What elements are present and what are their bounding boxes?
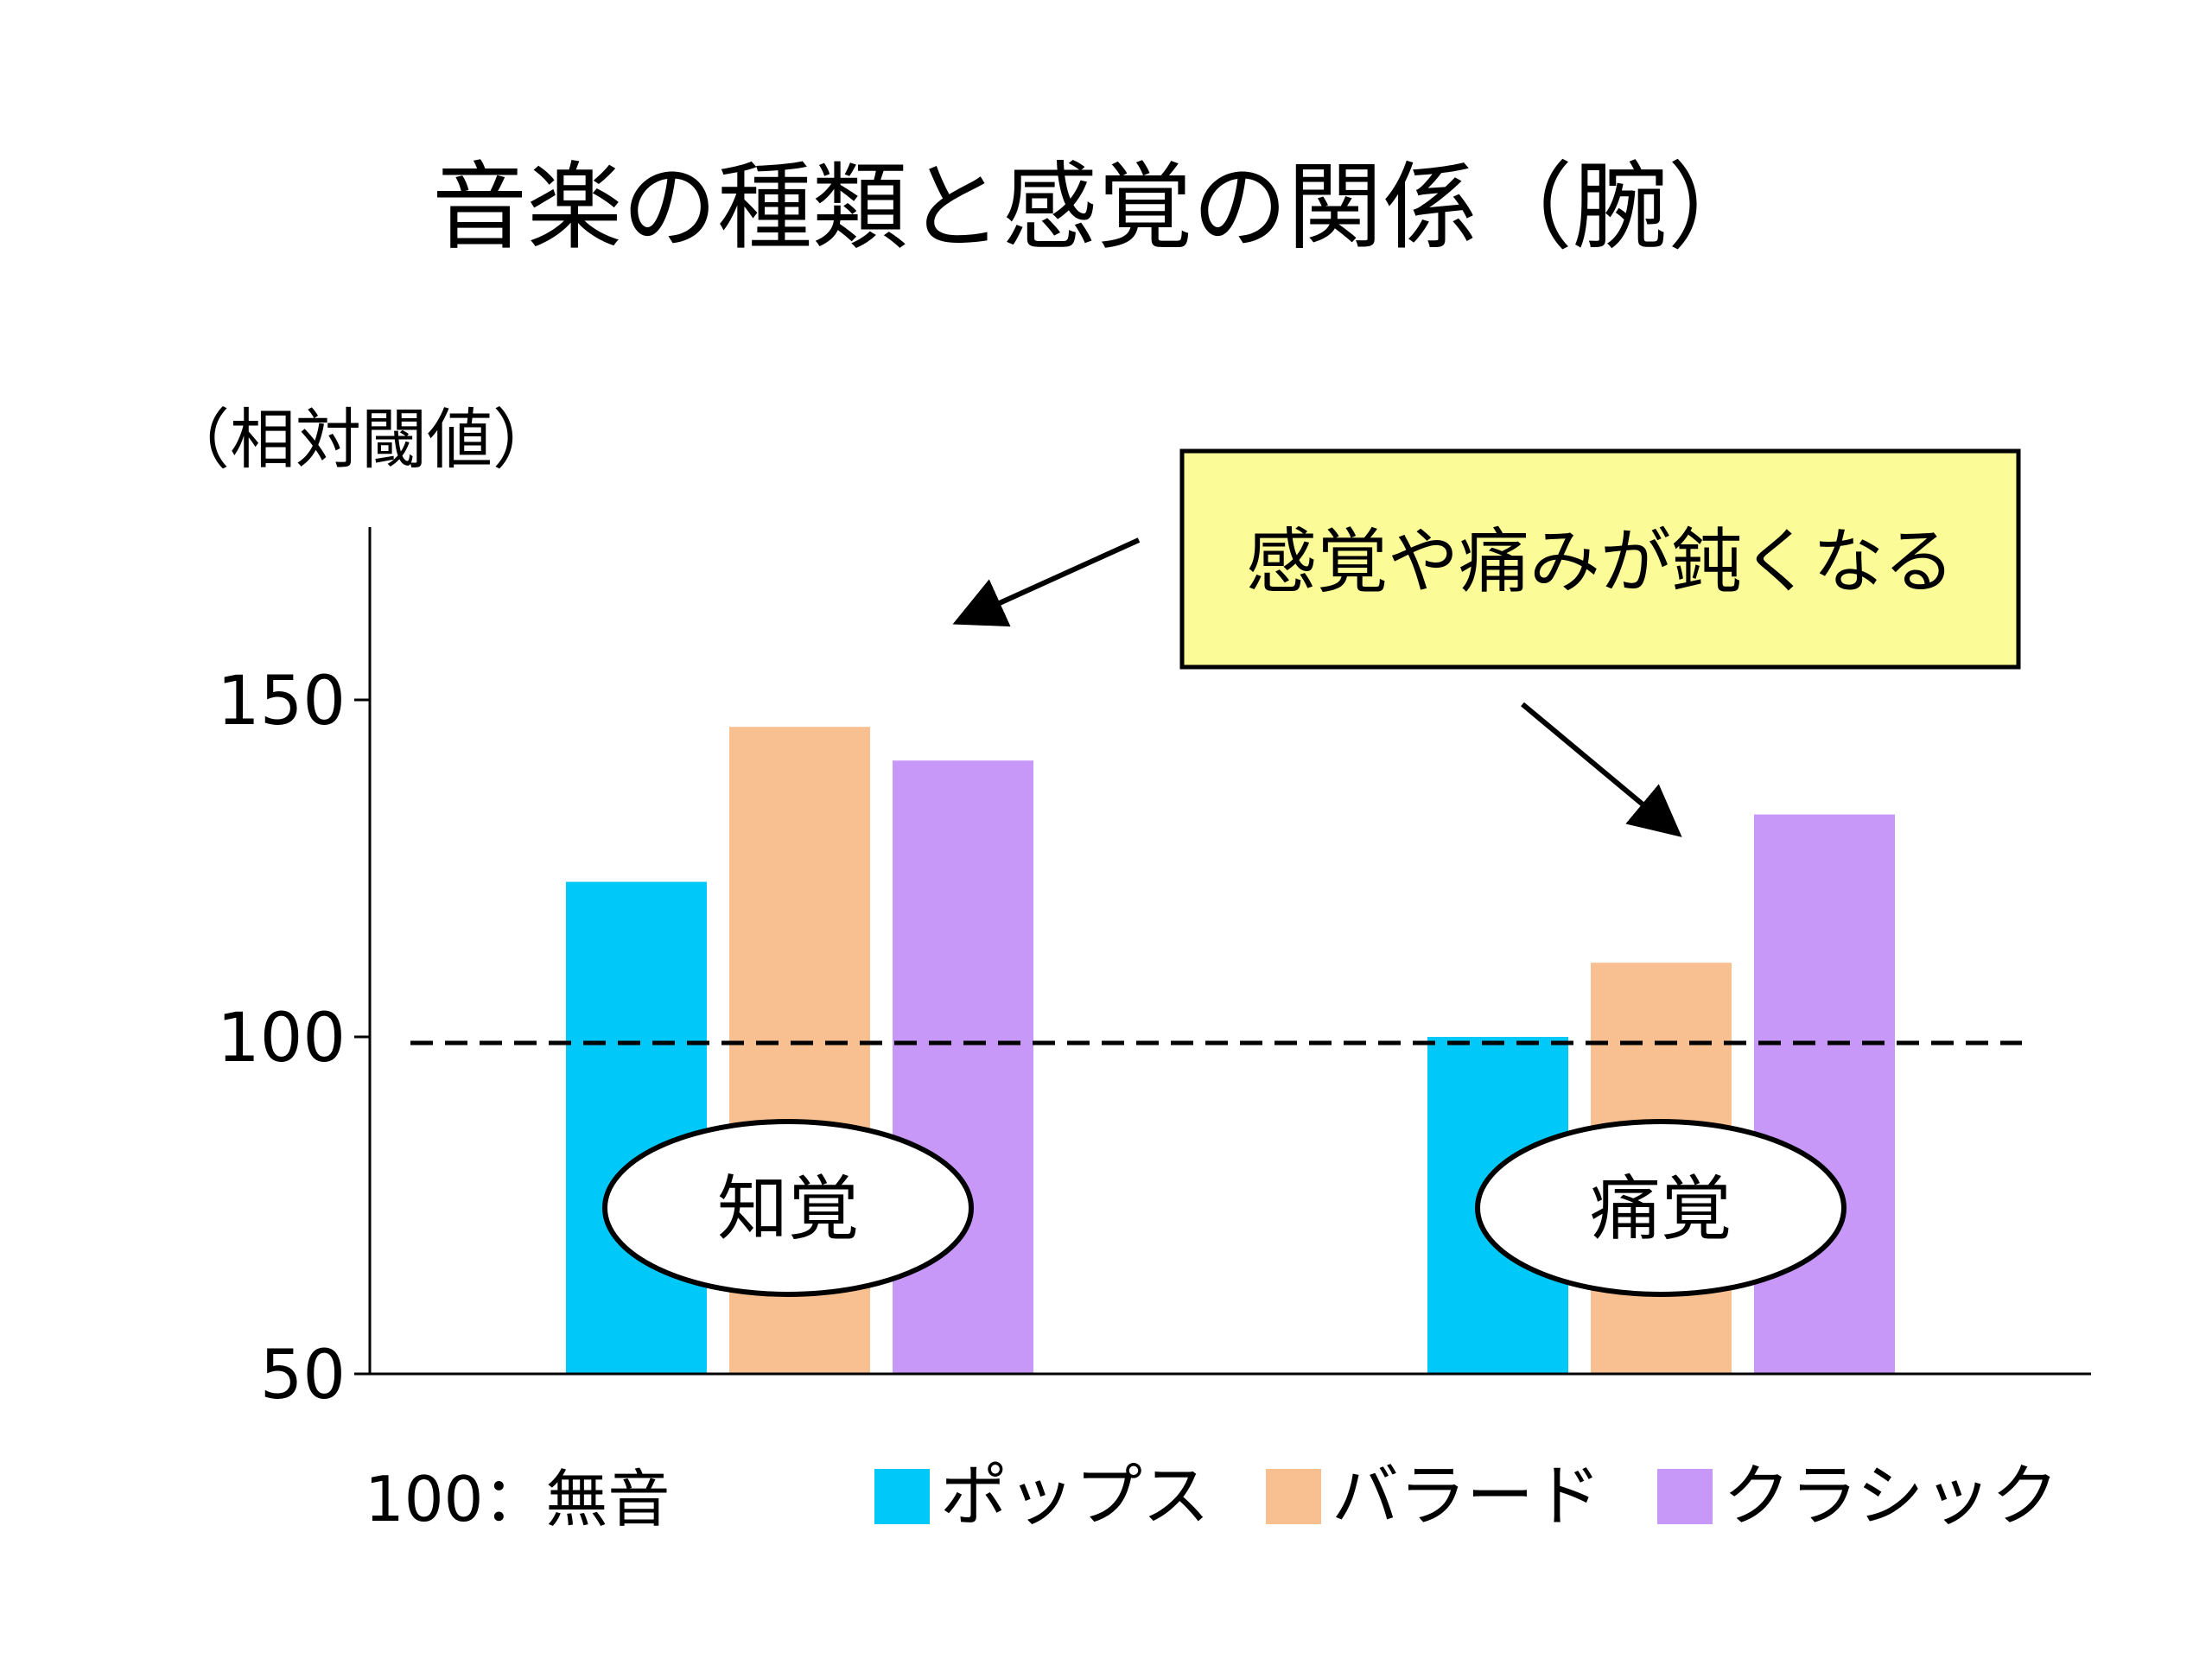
annotation-arrow-left [952, 537, 1141, 627]
y-tick-label: 100 [217, 1000, 346, 1077]
bar [566, 881, 707, 1374]
legend-label: バラード [1332, 1458, 1601, 1535]
y-axis-label: （相対閾値） [164, 401, 558, 478]
annotation-text: 感覚や痛みが鈍くなる [1246, 521, 1955, 603]
category-ellipse [602, 1119, 974, 1297]
y-ticks-group: 50 100 150 [217, 663, 370, 1414]
annotation-box: 感覚や痛みが鈍くなる [1179, 448, 2021, 670]
legend-swatch [1266, 1469, 1321, 1524]
legend-label: クラシック [1723, 1458, 2058, 1535]
bar [1754, 814, 1895, 1374]
bar [893, 760, 1033, 1374]
chart-title: 音楽の種類と感覚の関係（腕） [432, 152, 1763, 263]
legend: ポップス バラード クラシック [874, 1458, 2058, 1535]
category-label-perception: 知覚 [717, 1168, 859, 1250]
category-ellipse [1475, 1119, 1847, 1297]
y-tick-label: 50 [260, 1337, 346, 1414]
category-label-2: 痛覚 [1475, 1119, 1847, 1297]
category-label-1: 知覚 [602, 1119, 974, 1297]
category-label-pain: 痛覚 [1590, 1168, 1732, 1250]
legend-swatch [874, 1469, 930, 1524]
annotation-arrow-right [1521, 702, 1682, 837]
legend-swatch [1657, 1469, 1713, 1524]
reference-line-label: 100：無音 [365, 1463, 670, 1535]
annotation-rect [1179, 448, 2021, 670]
legend-label: ポップス [940, 1458, 1210, 1535]
y-tick-label: 150 [217, 663, 346, 741]
